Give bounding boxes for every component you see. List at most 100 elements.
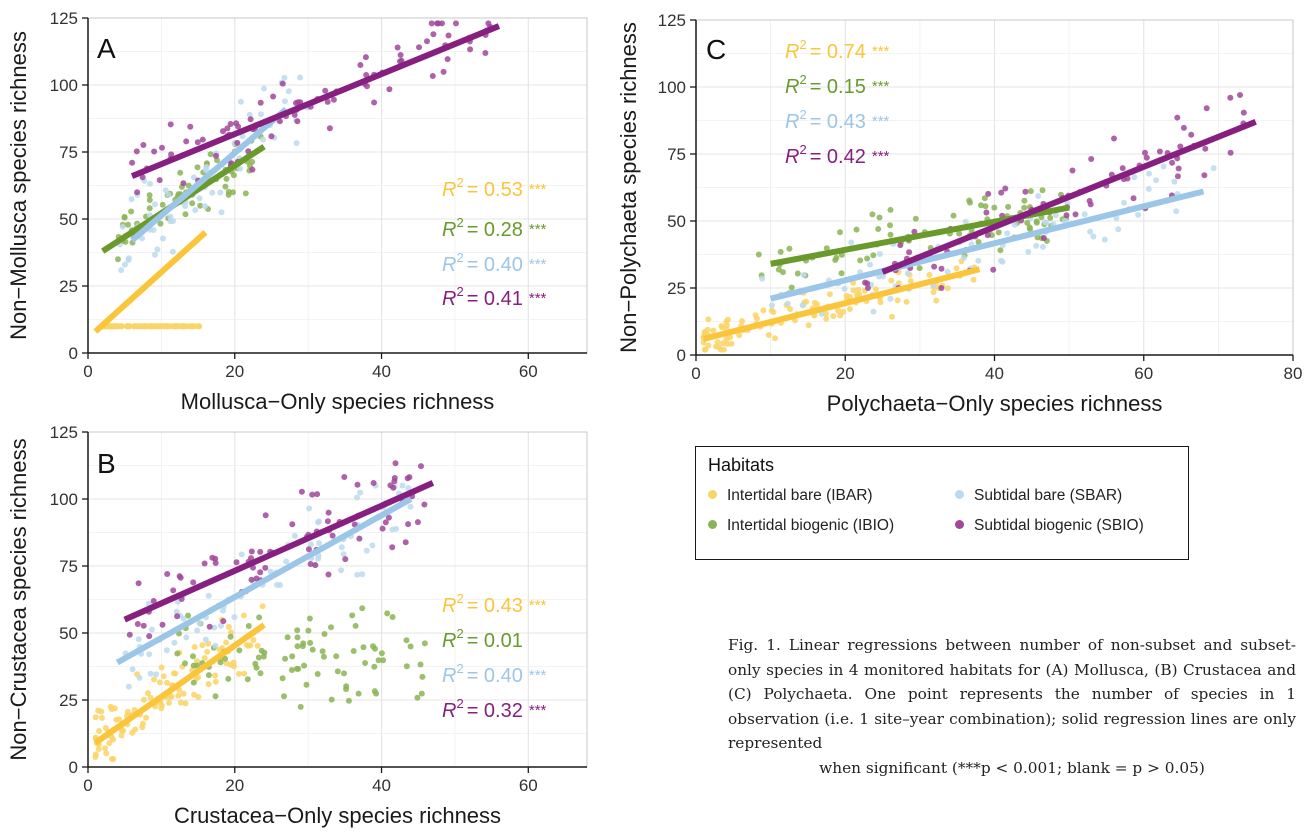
point-ibio — [875, 226, 882, 232]
point-sbar — [338, 544, 345, 551]
point-sbar — [297, 74, 304, 81]
point-ibio — [194, 164, 201, 171]
point-ibar — [118, 732, 125, 739]
point-ibar — [768, 307, 775, 314]
point-ibar — [141, 696, 147, 703]
point-ibio — [1033, 219, 1040, 226]
point-sbio — [1174, 173, 1181, 180]
r2-label-sbar: R2 = 0.40 *** — [442, 250, 547, 276]
point-sbar — [173, 608, 180, 615]
point-ibio — [244, 676, 251, 683]
point-sbar — [306, 505, 313, 512]
y-tick-label: 125 — [50, 423, 78, 442]
point-ibar — [739, 318, 745, 325]
point-sbar — [169, 248, 176, 255]
point-sbio — [146, 633, 153, 640]
legend-item-sbio: Subtidal biogenic (SBIO) — [955, 517, 1144, 535]
point-ibio — [345, 697, 352, 704]
panel-c-label: C — [706, 34, 726, 65]
point-sbar — [369, 542, 376, 549]
point-ibar — [205, 681, 212, 688]
point-sbio — [314, 491, 321, 498]
point-sbio — [139, 174, 146, 181]
point-sbar — [128, 196, 135, 203]
point-ibio — [319, 648, 326, 655]
point-ibar — [805, 322, 812, 329]
r2-label-ibio: R2 = 0.28 *** — [442, 215, 547, 241]
point-ibio — [303, 681, 310, 688]
point-sbar — [1040, 243, 1046, 250]
point-ibio — [197, 202, 204, 209]
panel-a-x-title: Mollusca−Only species richness — [181, 389, 495, 414]
x-tick-label: 60 — [519, 776, 538, 795]
point-sbio — [990, 266, 997, 273]
point-sbar — [281, 74, 288, 81]
point-sbar — [182, 203, 189, 209]
point-sbio — [322, 87, 329, 94]
point-sbar — [151, 201, 158, 208]
point-ibar — [823, 315, 830, 322]
point-ibio — [309, 646, 316, 653]
point-ibar — [158, 664, 165, 671]
panel-a-y-title: Non−Mollusca species richness — [6, 31, 31, 340]
point-sbio — [187, 123, 194, 130]
point-sbio — [194, 139, 201, 146]
point-sbar — [315, 518, 322, 525]
point-sbio — [140, 142, 147, 148]
point-ibar — [728, 340, 735, 347]
point-ibar — [710, 327, 717, 334]
point-ibio — [182, 211, 189, 218]
point-ibar — [96, 728, 103, 734]
point-sbio — [164, 571, 171, 577]
point-sbio — [865, 285, 871, 291]
point-ibar — [853, 292, 860, 298]
y-tick-label: 125 — [658, 11, 686, 30]
point-ibar — [850, 287, 857, 294]
point-sbio — [1202, 145, 1209, 152]
point-ibar — [212, 672, 219, 679]
point-sbar — [1115, 226, 1122, 233]
point-ibar — [95, 746, 102, 752]
point-sbar — [293, 140, 300, 147]
point-ibio — [417, 661, 424, 668]
point-ibio — [362, 660, 369, 666]
point-sbio — [389, 544, 396, 551]
x-tick-label: 0 — [691, 364, 700, 383]
point-ibio — [777, 248, 784, 255]
r2-label-ibar: R2 = 0.74 *** — [785, 37, 890, 63]
point-ibio — [421, 640, 428, 647]
y-tick-label: 0 — [677, 346, 686, 365]
x-tick-label: 0 — [83, 776, 92, 795]
point-ibio — [378, 650, 385, 657]
point-sbar — [212, 642, 219, 649]
r2-label-ibar: R2 = 0.43 *** — [442, 591, 547, 617]
point-sbio — [324, 518, 331, 525]
point-ibio — [418, 690, 425, 697]
point-sbar — [152, 251, 158, 258]
point-sbio — [938, 285, 945, 291]
point-ibio — [414, 694, 421, 701]
point-ibio — [284, 634, 291, 641]
panel-b-x-title: Crustacea−Only species richness — [174, 803, 501, 828]
point-sbar — [153, 671, 160, 678]
point-sbio — [931, 263, 938, 270]
point-ibar — [168, 693, 175, 700]
point-sbio — [220, 128, 226, 135]
x-tick-label: 40 — [372, 776, 391, 795]
point-sbar — [799, 302, 806, 309]
point-ibar — [243, 641, 250, 648]
point-sbio — [326, 125, 333, 132]
point-ibio — [297, 703, 304, 710]
x-tick-label: 60 — [1134, 364, 1153, 383]
point-ibar — [95, 707, 102, 714]
point-sbio — [1156, 148, 1163, 155]
point-ibio — [950, 212, 957, 219]
point-sbio — [133, 148, 140, 155]
point-sbio — [235, 123, 242, 130]
point-sbio — [429, 73, 436, 79]
point-ibio — [966, 197, 973, 204]
point-sbio — [424, 38, 430, 45]
point-ibio — [887, 206, 894, 213]
point-ibio — [314, 671, 321, 677]
point-sbar — [1087, 228, 1094, 235]
